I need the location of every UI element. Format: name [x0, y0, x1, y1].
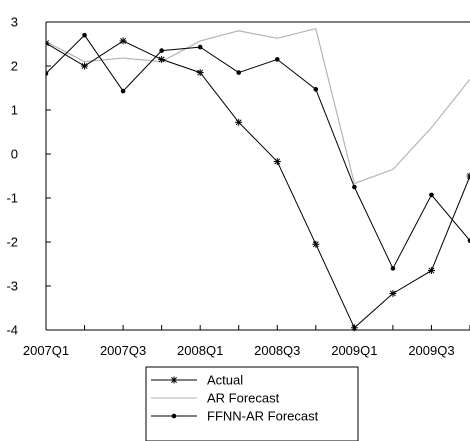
data-point-dot	[159, 48, 164, 53]
y-tick-label: 0	[11, 147, 18, 162]
x-tick-label: 2007Q3	[100, 343, 146, 358]
data-point-dot	[352, 184, 357, 190]
data-point-dot	[120, 88, 126, 94]
plot-area	[46, 27, 470, 332]
x-tick-label: 2008Q1	[177, 343, 223, 358]
legend-label: AR Forecast	[207, 391, 280, 406]
data-point-star	[235, 118, 243, 126]
data-point-dot	[197, 44, 203, 50]
data-point-star	[158, 55, 166, 63]
x-tick-label: 2007Q1	[23, 343, 69, 358]
legend-box	[145, 366, 359, 441]
data-point-dot	[274, 57, 280, 62]
legend-label: FFNN-AR Forecast	[207, 409, 319, 424]
y-tick-label: 3	[11, 15, 18, 30]
y-tick-label: 1	[11, 103, 18, 118]
data-point-star	[389, 289, 397, 297]
series-line-ar-forecast	[46, 27, 470, 185]
data-point-star	[46, 39, 50, 47]
data-point-star	[466, 172, 470, 180]
legend-marker	[170, 376, 178, 384]
series-line-ffnn-ar-forecast	[46, 34, 470, 270]
data-point-star	[427, 267, 435, 275]
data-point-dot	[390, 266, 396, 271]
y-tick-label: -1	[6, 191, 18, 206]
data-point-star	[273, 157, 281, 165]
y-tick-label: 2	[11, 59, 18, 74]
data-point-star	[119, 37, 127, 45]
x-tick-label: 2008Q3	[254, 343, 300, 358]
legend-marker	[171, 413, 177, 419]
x-tick-label: 2009Q3	[408, 343, 454, 358]
data-point-dot	[429, 192, 434, 198]
data-point-dot	[313, 87, 319, 92]
series-line-actual	[46, 40, 470, 329]
legend: Actual AR Forecast FFNN-AR Forecast	[145, 366, 359, 441]
x-tick-label: 2009Q1	[331, 343, 377, 358]
y-tick-label: -3	[6, 279, 18, 294]
data-point-dot	[236, 70, 242, 75]
data-point-dot	[46, 71, 49, 76]
data-point-dot	[467, 238, 470, 243]
axes: 3 2 1 0 -1 -2 -3 -4 2007Q1 2007Q3 2008Q1 2008Q3 2009…	[6, 15, 470, 358]
data-point-star	[81, 62, 89, 70]
data-point-dot	[82, 32, 87, 38]
data-point-star	[312, 240, 320, 248]
y-tick-label: -2	[6, 235, 18, 250]
y-tick-label: -4	[6, 323, 18, 338]
legend-label: Actual	[207, 373, 243, 388]
data-point-star	[196, 69, 204, 77]
